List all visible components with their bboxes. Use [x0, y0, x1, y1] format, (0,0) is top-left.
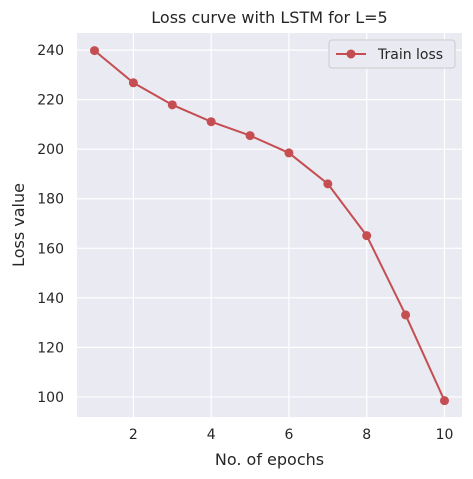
plot-area [77, 33, 462, 417]
y-axis-label: Loss value [9, 183, 28, 267]
legend-box [328, 39, 456, 69]
train-loss-point [206, 117, 216, 127]
y-tick-label: 200 [37, 142, 64, 158]
legend-point-marker [346, 49, 356, 59]
train-loss-point [167, 100, 177, 110]
tick-labels: 2 4 6 8 10 100 120 140 160 180 200 220 240 [37, 43, 453, 443]
chart-title: Loss curve with LSTM for L=5 [151, 8, 387, 27]
train-loss-point [245, 131, 255, 141]
x-axis-label: No. of epochs [215, 450, 324, 469]
x-tick-label: 6 [284, 427, 293, 443]
y-tick-label: 240 [37, 43, 64, 59]
train-loss-line [93, 49, 446, 402]
x-tick-label: 10 [436, 427, 454, 443]
train-loss-point [284, 148, 294, 158]
train-loss-point [401, 310, 411, 320]
y-tick-label: 120 [37, 340, 64, 356]
train-loss-point [128, 78, 138, 88]
y-tick-label: 140 [37, 291, 64, 307]
y-tick-label: 100 [37, 390, 64, 406]
train-loss-point [90, 46, 99, 56]
x-tick-label: 8 [362, 427, 371, 443]
x-tick-label: 2 [129, 427, 138, 443]
train-loss-point [362, 231, 372, 241]
series-layer [90, 46, 449, 406]
y-tick-label: 220 [37, 93, 64, 109]
x-tick-label: 4 [207, 427, 216, 443]
legend: Train loss [328, 39, 456, 69]
y-tick-label: 160 [37, 241, 64, 257]
train-loss-point [323, 179, 333, 189]
legend-label: Train loss [377, 47, 443, 63]
train-loss-point [440, 396, 449, 406]
y-tick-label: 180 [37, 192, 64, 208]
